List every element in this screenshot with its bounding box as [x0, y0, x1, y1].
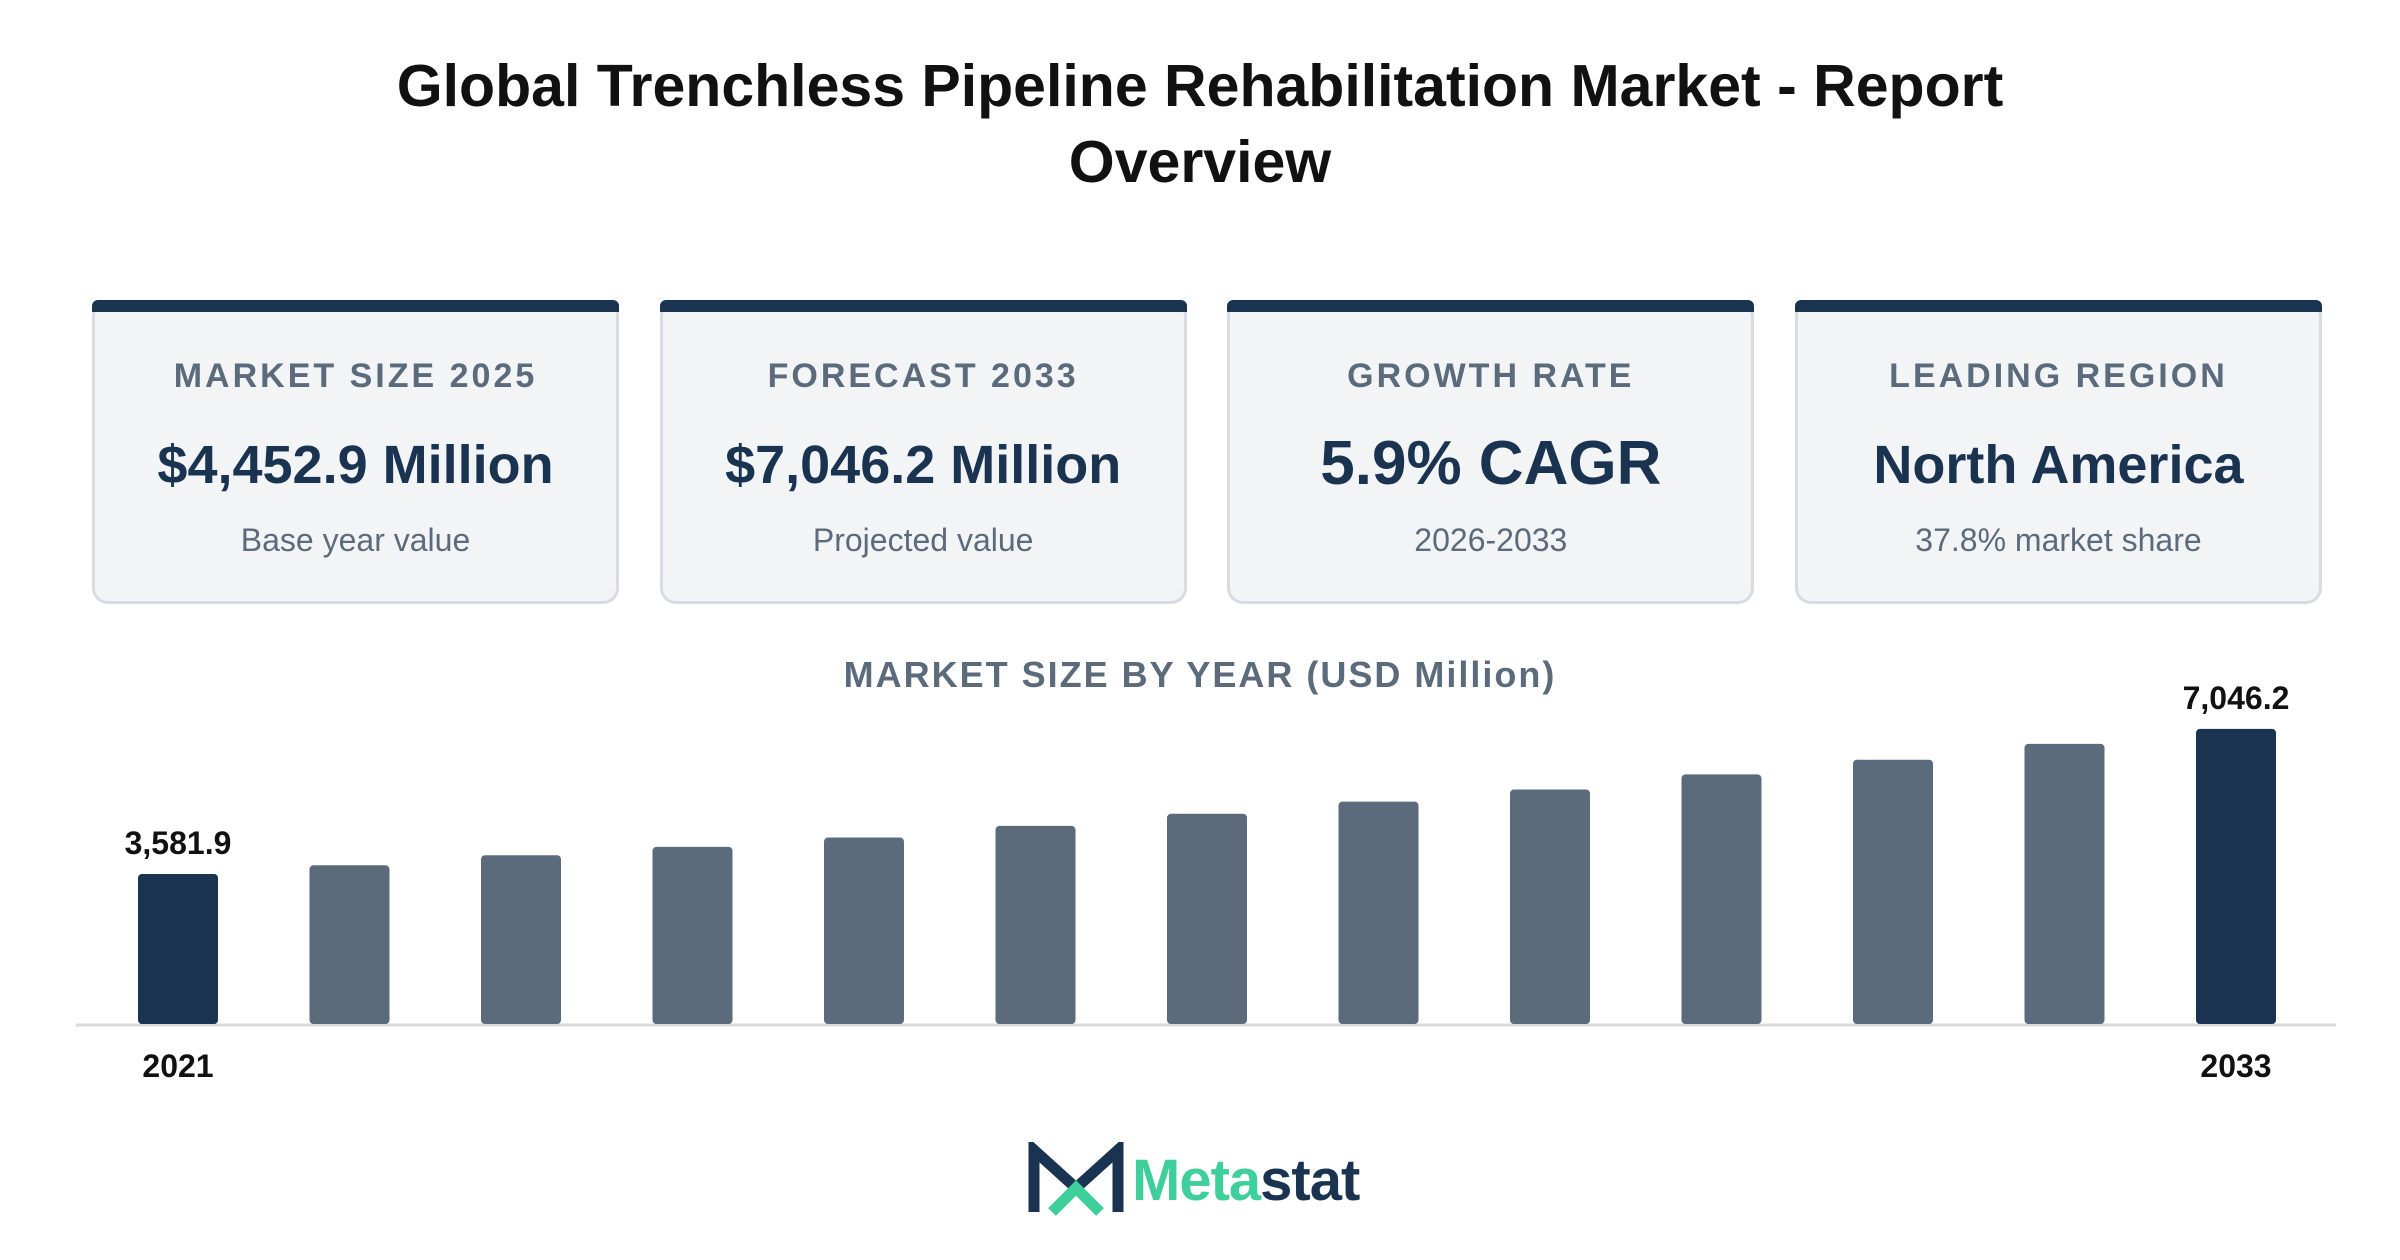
summary-cards: MARKET SIZE 2025 $4,452.9 Million Base y…	[92, 300, 2322, 604]
card-market-size: MARKET SIZE 2025 $4,452.9 Million Base y…	[92, 300, 619, 604]
bar-2033	[2196, 728, 2276, 1024]
card-label: FORECAST 2033	[767, 357, 1079, 395]
card-subtext: 37.8% market share	[1915, 522, 2202, 558]
bar-2029	[1510, 789, 1590, 1024]
card-growth-rate: GROWTH RATE 5.9% CAGR 2026-2033	[1227, 300, 1755, 604]
bar-2031	[1853, 759, 1933, 1024]
card-accent-bar	[659, 300, 1187, 312]
bar-2027	[1167, 813, 1247, 1024]
bar-2026	[995, 825, 1076, 1024]
bar-2023	[481, 855, 561, 1024]
bar-2028	[1338, 801, 1419, 1024]
card-accent-bar	[92, 300, 619, 312]
chart-title: MARKET SIZE BY YEAR (USD Million)	[843, 654, 1557, 695]
card-subtext: 2026-2033	[1414, 522, 1568, 558]
card-value: $4,452.9 Million	[157, 435, 554, 495]
x-tick-label: 2033	[2200, 1048, 2271, 1084]
logo-wordmark: Metastat	[1132, 1147, 1360, 1214]
metastat-logo-icon	[1028, 1142, 1124, 1216]
bar-2024	[652, 846, 733, 1024]
bar-chart: 3,581.9 2021 7,046.2 2033	[76, 680, 2336, 1084]
card-accent-bar	[1794, 300, 2322, 312]
logo-text-stat: stat	[1260, 1147, 1360, 1213]
bar-2032	[2024, 743, 2105, 1024]
card-value: $7,046.2 Million	[725, 435, 1122, 495]
card-subtext: Base year value	[240, 522, 471, 558]
card-leading-region: LEADING REGION North America 37.8% marke…	[1794, 300, 2322, 604]
metastat-logo: Metastat	[1028, 1140, 1360, 1220]
card-label: GROWTH RATE	[1347, 357, 1635, 395]
title-wrap: Global Trenchless Pipeline Rehabilitatio…	[0, 48, 2400, 200]
data-label: 3,581.9	[125, 825, 232, 861]
bar-2021	[138, 874, 218, 1024]
logo-text-meta: Meta	[1132, 1147, 1261, 1213]
card-accent-bar	[1227, 300, 1755, 312]
bar-2022	[309, 865, 390, 1024]
card-forecast: FORECAST 2033 $7,046.2 Million Projected…	[659, 300, 1187, 604]
data-label: 7,046.2	[2183, 680, 2290, 716]
card-value: North America	[1873, 435, 2244, 495]
card-label: MARKET SIZE 2025	[173, 357, 538, 395]
bar-2030	[1681, 774, 1762, 1024]
card-label: LEADING REGION	[1889, 357, 2228, 395]
card-subtext: Projected value	[812, 522, 1034, 558]
page-title: Global Trenchless Pipeline Rehabilitatio…	[396, 53, 2004, 195]
card-value: 5.9% CAGR	[1320, 429, 1662, 498]
bar-2025	[824, 837, 904, 1024]
x-tick-label: 2021	[142, 1048, 213, 1084]
